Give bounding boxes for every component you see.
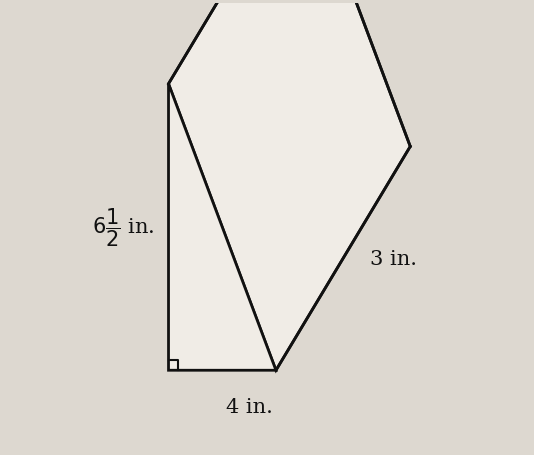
Text: 4 in.: 4 in. bbox=[226, 397, 272, 416]
Text: 3 in.: 3 in. bbox=[370, 249, 417, 268]
Polygon shape bbox=[169, 0, 410, 370]
Text: $6\dfrac{1}{2}$ in.: $6\dfrac{1}{2}$ in. bbox=[92, 206, 155, 249]
Polygon shape bbox=[169, 85, 276, 370]
